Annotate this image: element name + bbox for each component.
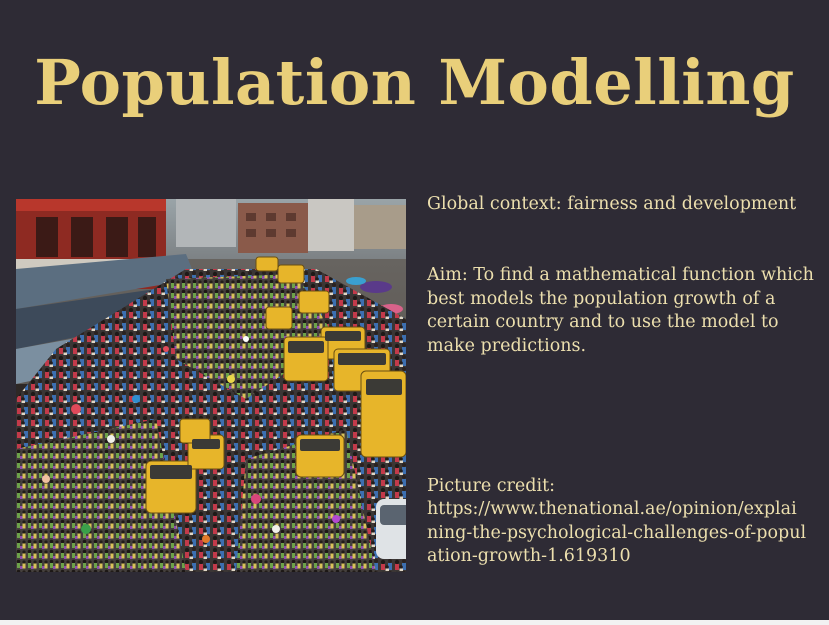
bottom-edge: [0, 620, 829, 625]
slide-title: Population Modelling: [34, 46, 795, 119]
picture-credit-label: Picture credit:: [427, 476, 556, 496]
crowd-illustration: [16, 199, 406, 572]
aim-text: Aim: To find a mathematical function whi…: [427, 265, 814, 356]
picture-credit-url[interactable]: https://www.thenational.ae/opinion/expla…: [427, 499, 807, 566]
global-context-text: Global context: fairness and development: [427, 194, 797, 214]
crowded-street-market-photo: [16, 199, 406, 572]
